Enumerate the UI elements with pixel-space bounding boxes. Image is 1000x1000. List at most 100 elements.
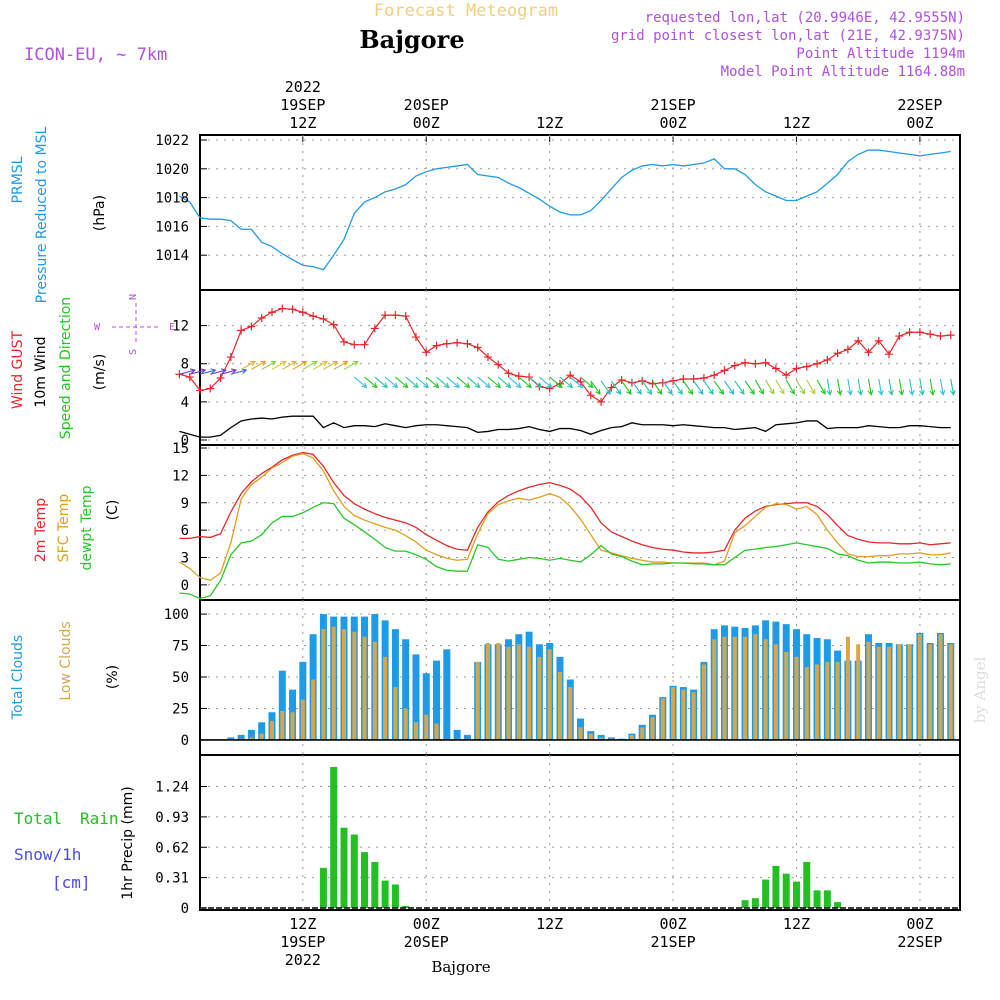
gust-marker [823,355,832,364]
gust-marker [813,359,822,368]
gust-marker [843,345,852,354]
wind-direction-arrow [806,379,816,395]
wind-direction-arrow [693,380,704,395]
wind-direction-arrow [847,378,853,396]
wind-plot [175,304,956,438]
gust-marker [206,384,215,393]
low-cloud-bar [897,644,902,740]
low-cloud-bar [835,661,840,740]
wind-direction-arrow [569,376,584,389]
low-cloud-bar [825,661,830,740]
total-cloud-bar [227,737,235,740]
wind-direction-arrow [508,376,522,389]
pressure-labels: PRMSL Pressure Reduced to MSL (hPa) [10,126,108,303]
total-cloud-bar [422,673,430,740]
low-cloud-bar [722,636,727,740]
gust-marker [885,350,894,359]
gust-marker [442,339,451,348]
wind-direction-arrow [724,380,735,395]
wind-direction-arrow [939,378,946,396]
rain-label: Rain [80,809,119,828]
temp-unit-label: (C) [105,500,121,521]
low-cloud-bar [341,629,346,740]
temp-2m-line [179,451,951,554]
low-cloud-bar [732,636,737,740]
wind-direction-arrow [240,360,256,370]
wind-direction-arrow [703,380,714,395]
gust-marker [833,349,842,358]
wind-direction-arrow [836,378,843,396]
gust-marker [432,341,441,350]
wind-direction-arrow [251,360,267,370]
y-tick-label: 3 [181,551,189,567]
low-cloud-bar [383,656,388,740]
compass-w: W [94,322,101,333]
low-cloud-bar [393,687,398,740]
rain-bar [792,881,800,908]
y-tick-label: 25 [172,701,189,717]
wind-direction-arrow [210,368,227,375]
wind-direction-arrow [271,360,287,370]
time-label: 12Z [536,915,563,933]
low-cloud-bar [629,734,634,740]
time-label: 22SEP [897,933,942,951]
total-cloud-bar [463,734,471,740]
grid-lines [200,135,960,910]
gust-marker [710,371,719,380]
time-label: 22SEP [897,96,942,114]
gust-marker [905,328,914,337]
wind-direction-arrow [353,376,368,389]
rain-bar [330,766,338,908]
wind-direction-arrow [796,379,806,395]
wind-direction-arrow [621,380,632,395]
time-label: 19SEP [280,933,325,951]
wind-direction-arrow [395,376,409,389]
wind-direction-arrow [497,376,512,389]
low-cloud-bar [907,644,912,740]
low-cloud-bar [537,656,542,740]
y-tick-label: 1016 [155,219,189,235]
gust-marker [391,311,400,320]
total-cloud-bar [412,654,420,740]
low-cloud-bar [557,671,562,740]
wind-direction-arrow [816,379,826,395]
wind-direction-arrow [343,360,359,370]
low-cloud-bar [506,646,511,740]
snow-label: Snow/1h [14,845,81,864]
low-cloud-bar [578,727,583,740]
time-label: 00Z [660,114,687,132]
wind-10m-label: 10m Wind [33,336,49,407]
gust-marker [267,308,276,317]
low-cloud-bar [640,727,645,740]
gust-marker [483,353,492,362]
y-tick-label: 50 [172,670,189,686]
y-tick-label: 1020 [155,162,189,178]
wind-panel-frame [199,289,961,446]
gust-marker [617,375,626,384]
wind-direction-arrow [641,380,653,395]
gust-marker [247,322,256,331]
time-label: 12Z [289,915,316,933]
time-label: 2022 [285,78,321,96]
temp-2m-label: 2m Temp [33,498,49,562]
wind-direction-arrow [559,376,574,389]
gust-marker [504,369,513,378]
bottom-location-label: Bajgore [431,958,490,976]
low-cloud-bar [753,634,758,740]
gust-marker [288,305,297,314]
low-cloud-bar [496,643,501,740]
low-cloud-bar [773,644,778,740]
y-tick-label: 75 [172,639,189,655]
wind-direction-arrow [528,376,543,389]
wind-direction-arrow [631,380,642,395]
wind-direction-arrow [261,360,277,370]
time-label: 00Z [413,915,440,933]
low-cloud-bar [352,631,357,740]
gust-marker [658,378,667,387]
wind-direction-arrow [374,376,388,389]
clouds-unit-label: (%) [105,665,121,689]
y-tick-label: 6 [181,523,189,539]
low-cloud-bar [280,710,285,740]
low-cloud-bar [311,679,316,740]
low-cloud-bar [424,714,429,740]
